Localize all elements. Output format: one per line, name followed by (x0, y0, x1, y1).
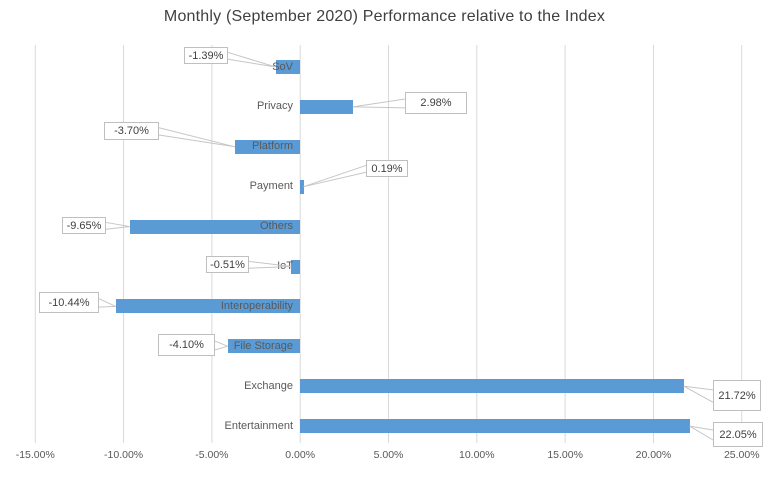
leader-line-exchange (683, 385, 714, 403)
leader-line-iot (248, 260, 292, 267)
leader-line-payment (303, 171, 367, 188)
leader-line-platform (158, 134, 235, 148)
data-label-entertainment: 22.05% (713, 422, 763, 447)
leader-line-iot (248, 266, 292, 269)
x-tick-label: 0.00% (285, 449, 316, 461)
x-tick-label: 10.00% (459, 449, 495, 461)
leader-line-sov (227, 51, 276, 68)
bar-exchange (300, 379, 684, 394)
leader-line-entertainment (689, 425, 714, 441)
data-label-privacy: 2.98% (405, 92, 467, 114)
x-tick-label: -15.00% (15, 449, 55, 461)
leader-line-file-storage (214, 345, 228, 351)
bar-interoperability (115, 299, 301, 314)
leader-line-sov (227, 58, 276, 68)
category-label-entertainment: Entertainment (224, 419, 293, 432)
data-label-platform: -3.70% (104, 122, 159, 140)
data-label-file-storage: -4.10% (158, 334, 215, 356)
data-label-payment: 0.19% (366, 160, 408, 177)
leader-line-platform (158, 127, 235, 148)
leader-line-exchange (683, 385, 714, 391)
x-tick-label: 25.00% (723, 449, 760, 461)
bar-platform (234, 139, 301, 154)
bar-entertainment (300, 419, 690, 434)
data-label-others: -9.65% (62, 217, 106, 234)
category-label-file-storage: File Storage (233, 339, 293, 352)
leader-line-interoperability (98, 305, 116, 308)
data-label-iot: -0.51% (206, 256, 249, 273)
bar-sov (275, 60, 301, 74)
category-label-privacy: Privacy (256, 100, 293, 113)
x-tick-label: 15.00% (547, 449, 583, 461)
category-label-payment: Payment (249, 180, 293, 193)
leader-line-others (105, 221, 130, 228)
data-label-sov: -1.39% (184, 47, 228, 64)
leader-line-privacy (352, 106, 406, 109)
x-tick-label: -5.00% (195, 449, 229, 461)
leader-line-interoperability (98, 298, 117, 307)
bar-iot (291, 259, 301, 274)
bar-payment (300, 179, 304, 194)
x-tick-label: 20.00% (635, 449, 672, 461)
data-label-exchange: 21.72% (713, 380, 761, 411)
bar-file-storage (227, 339, 301, 354)
category-label-platform: Platform (252, 140, 293, 153)
bar-privacy (300, 99, 353, 114)
leader-line-others (105, 226, 130, 230)
x-tick-label: -10.00% (104, 449, 144, 461)
leader-line-payment (303, 164, 367, 188)
chart-title: Monthly (September 2020) Performance rel… (163, 8, 606, 25)
bar-others (129, 219, 301, 234)
category-label-others: Others (259, 220, 293, 233)
leader-line-privacy (352, 98, 406, 108)
leader-line-file-storage (214, 340, 228, 347)
x-tick-label: 5.00% (373, 449, 404, 461)
category-label-sov: SoV (272, 60, 293, 73)
category-label-exchange: Exchange (244, 379, 293, 392)
leader-line-entertainment (689, 425, 714, 431)
category-label-interoperability: Interoperability (220, 299, 293, 312)
data-label-interoperability: -10.44% (39, 292, 99, 313)
